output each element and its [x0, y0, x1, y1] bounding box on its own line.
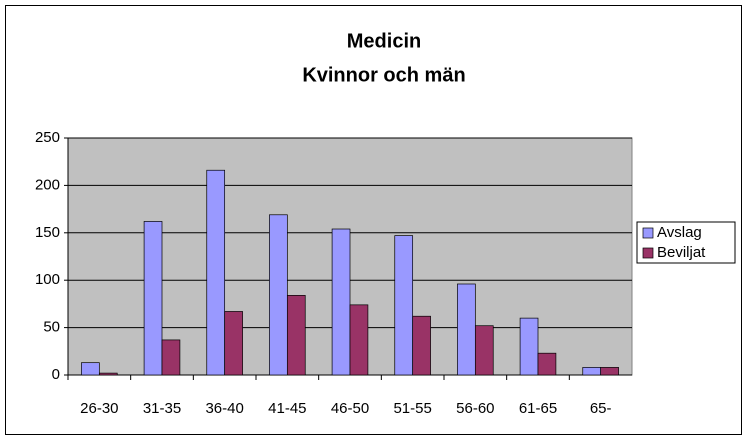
bar — [600, 367, 619, 376]
y-tick-label: 250 — [35, 129, 60, 146]
chart-subtitle: Kvinnor och män — [302, 64, 465, 86]
x-tick-label: 36-40 — [205, 400, 243, 417]
legend-label: Beviljat — [657, 244, 706, 261]
legend-swatch — [642, 227, 654, 239]
x-tick-label: 46-50 — [331, 400, 369, 417]
y-tick-label: 0 — [52, 366, 60, 383]
bar — [269, 214, 288, 376]
bar — [206, 169, 226, 376]
bar — [537, 352, 557, 376]
bar — [394, 235, 414, 376]
bar — [286, 295, 306, 376]
bar — [349, 304, 369, 376]
bar — [519, 317, 539, 376]
bar — [98, 372, 118, 376]
y-tick-label: 150 — [35, 224, 60, 241]
bar — [81, 362, 100, 376]
y-tick-label: 100 — [35, 271, 60, 288]
x-tick-label: 31-35 — [143, 400, 181, 417]
bar — [143, 221, 163, 376]
chart-title: Medicin — [347, 30, 421, 52]
bar — [331, 228, 351, 376]
bar — [412, 315, 431, 376]
x-tick-label: 51-55 — [393, 400, 431, 417]
bar — [224, 311, 243, 376]
x-tick-label: 26-30 — [80, 400, 118, 417]
bar — [474, 325, 494, 376]
x-tick-label: 61-65 — [519, 400, 557, 417]
bar — [582, 367, 602, 376]
x-tick-label: 56-60 — [456, 400, 494, 417]
bar — [457, 283, 476, 376]
x-tick-label: 41-45 — [268, 400, 306, 417]
y-tick-label: 50 — [43, 319, 60, 336]
x-tick-label: 65- — [590, 400, 612, 417]
legend-label: Avslag — [657, 224, 702, 241]
bar — [161, 339, 181, 376]
y-tick-label: 200 — [35, 176, 60, 193]
legend-swatch — [642, 247, 654, 259]
